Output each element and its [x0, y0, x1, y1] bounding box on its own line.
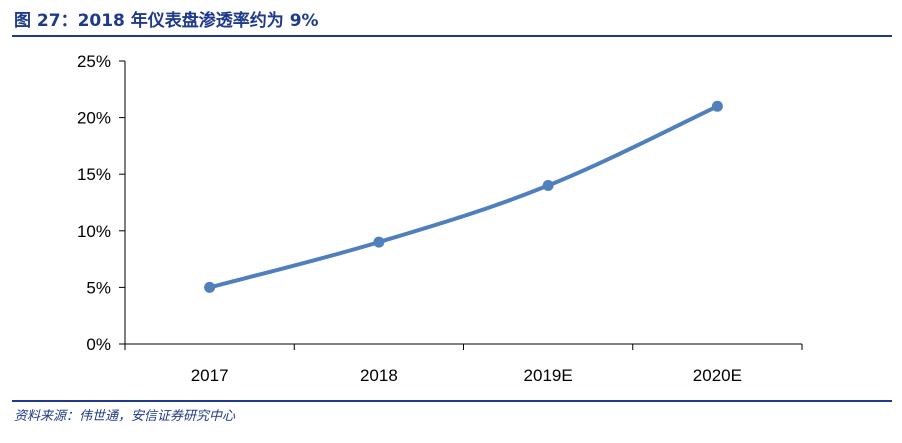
x-tick-label: 2018: [360, 366, 398, 385]
data-point: [373, 236, 385, 248]
bottom-divider: [12, 400, 892, 402]
data-point: [542, 180, 554, 192]
x-tick-label: 2017: [191, 366, 229, 385]
y-tick-label: 20%: [77, 109, 111, 128]
source-note: 资料来源：伟世通，安信证券研究中心: [14, 409, 236, 424]
y-tick-label: 25%: [77, 52, 111, 71]
y-axis: 0% 5% 10% 15% 20% 25%: [77, 52, 126, 354]
data-point: [204, 281, 216, 293]
series-line: [207, 104, 720, 290]
x-tick-label: 2020E: [693, 366, 742, 385]
x-axis: 2017 2018 2019E 2020E: [124, 343, 803, 385]
y-tick-label: 15%: [77, 165, 111, 184]
y-tick-label: 5%: [86, 278, 111, 297]
top-divider: [12, 35, 892, 37]
y-tick-label: 10%: [77, 222, 111, 241]
data-point: [711, 100, 723, 112]
figure-title: 图 27：2018 年仪表盘渗透率约为 9%: [14, 11, 319, 31]
y-tick-label: 0%: [86, 335, 111, 354]
series: [204, 100, 723, 293]
x-tick-label: 2019E: [524, 366, 573, 385]
